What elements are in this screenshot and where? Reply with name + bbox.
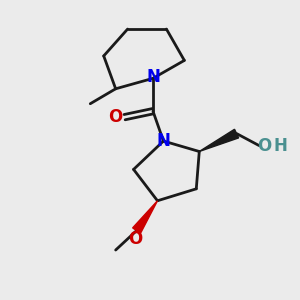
Text: N: N (146, 68, 160, 86)
Text: H: H (274, 136, 287, 154)
Polygon shape (133, 201, 158, 233)
Text: O: O (257, 136, 272, 154)
Text: O: O (128, 230, 142, 248)
Text: O: O (109, 108, 123, 126)
Text: N: N (157, 132, 170, 150)
Polygon shape (199, 129, 239, 152)
